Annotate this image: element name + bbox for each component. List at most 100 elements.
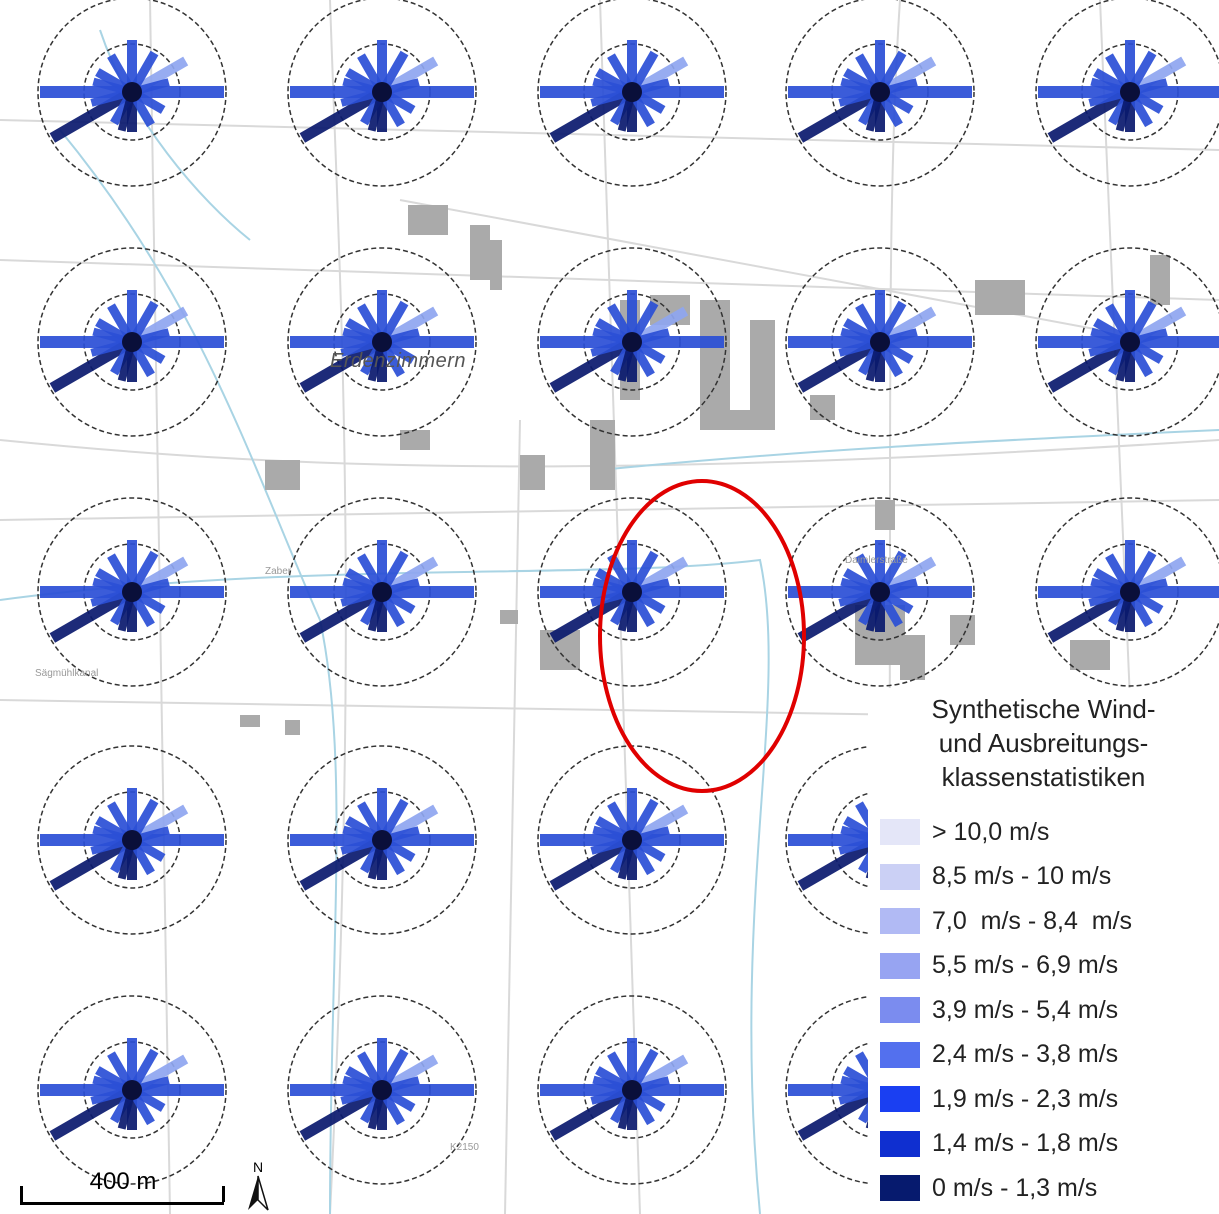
legend-swatch [880, 1041, 920, 1068]
legend-label: 5,5 m/s - 6,9 m/s [932, 951, 1119, 979]
wind-rose [37, 995, 227, 1185]
rose-outer-ring [287, 497, 477, 687]
building [715, 410, 755, 430]
rose-center [870, 582, 890, 602]
wind-rose [287, 745, 477, 935]
legend-item: 2,4 m/s - 3,8 m/s [880, 1039, 1118, 1071]
rose-outer-ring [287, 0, 477, 187]
wind-rose [1035, 0, 1219, 187]
building [500, 610, 518, 624]
legend-item: 7,0 m/s - 8,4 m/s [880, 905, 1132, 937]
legend-label: 1,9 m/s - 2,3 m/s [932, 1084, 1119, 1113]
river [599, 429, 1219, 471]
street-label-zaber: Zaber [265, 566, 292, 577]
legend-label: > 10,0 m/s [932, 817, 1050, 846]
road [0, 439, 1219, 468]
legend-swatch [880, 819, 920, 845]
rose-center [1120, 582, 1140, 602]
wind-rose [785, 247, 975, 437]
legend-item: > 10,0 m/s [880, 816, 1049, 848]
wind-rose [37, 0, 227, 187]
building [700, 300, 730, 430]
building [875, 500, 895, 530]
north-arrow-left-half [248, 1176, 258, 1210]
legend-item: 1,9 m/s - 2,3 m/s [880, 1083, 1118, 1115]
river [59, 129, 338, 1214]
street-label-daimlerstrasse: Daimlerstraße [845, 555, 908, 566]
rose-center [372, 82, 392, 102]
rose-center [622, 332, 642, 352]
building [950, 615, 975, 645]
wind-rose [287, 497, 477, 687]
legend-swatch [880, 1086, 920, 1112]
building [520, 455, 545, 490]
river [0, 558, 770, 1214]
building [265, 460, 300, 490]
rose-outer-ring [287, 995, 477, 1185]
rose-outer-ring [785, 0, 975, 187]
rose-center [122, 830, 142, 850]
legend-label: 2,4 m/s - 3,8 m/s [932, 1040, 1119, 1068]
rose-outer-ring [785, 497, 975, 687]
legend: Synthetische Wind- und Ausbreitungs- kla… [868, 688, 1219, 1214]
legend-title-line: klassenstatistiken [941, 762, 1146, 792]
rose-outer-ring [785, 247, 975, 437]
road [0, 499, 1219, 521]
rose-center [622, 82, 642, 102]
legend-swatch [880, 952, 920, 979]
scale-tick-right [222, 1186, 225, 1202]
rose-center [372, 582, 392, 602]
wind-rose [37, 745, 227, 935]
legend-title-line: und Ausbreitungs- [938, 728, 1149, 758]
street-label-saegmuehlkanal: Sägmühlkanal [35, 668, 99, 679]
rose-center [122, 82, 142, 102]
building [1150, 255, 1170, 305]
building [975, 280, 1025, 315]
legend-item: 8,5 m/s - 10 m/s [880, 861, 1111, 893]
wind-rose [37, 497, 227, 687]
scale-tick-left [20, 1186, 23, 1202]
rose-outer-ring [1035, 497, 1219, 687]
legend-item: 0 m/s - 1,3 m/s [880, 1172, 1097, 1204]
building [490, 240, 502, 290]
rose-outer-ring [537, 247, 727, 437]
scale-line [20, 1202, 224, 1205]
wind-rose [287, 995, 477, 1185]
rose-outer-ring [287, 247, 477, 437]
legend-title-line: Synthetische Wind- [931, 694, 1156, 724]
rose-center [870, 82, 890, 102]
building [285, 720, 300, 735]
legend-label: 3,9 m/s - 5,4 m/s [932, 995, 1119, 1024]
rose-outer-ring [537, 497, 727, 687]
scale-label: 400 m [89, 1168, 157, 1195]
rose-outer-ring [537, 0, 727, 187]
legend-label: 1,4 m/s - 1,8 m/s [932, 1129, 1119, 1157]
street-label-k2150: K2150 [450, 1142, 479, 1153]
legend-swatch [880, 863, 920, 890]
rose-center [622, 1080, 642, 1100]
rose-center [122, 582, 142, 602]
scale-bar: 400 m [18, 1168, 228, 1214]
rose-center [372, 1080, 392, 1100]
legend-item: 5,5 m/s - 6,9 m/s [880, 950, 1118, 982]
legend-item: 1,4 m/s - 1,8 m/s [880, 1128, 1118, 1160]
wind-roses [37, 0, 1219, 1185]
rose-outer-ring [37, 995, 227, 1185]
town-label: Erdenzimmern [330, 350, 467, 372]
rose-center [122, 332, 142, 352]
road [504, 419, 521, 1214]
building [408, 205, 448, 235]
rose-center [372, 830, 392, 850]
rose-center [622, 582, 642, 602]
north-arrow-right-half [257, 1175, 269, 1211]
wind-rose [1035, 247, 1219, 437]
wind-rose [1035, 497, 1219, 687]
building [1070, 640, 1110, 670]
wind-rose [287, 247, 477, 437]
building [400, 430, 430, 450]
rose-center [372, 332, 392, 352]
north-arrow: N [248, 1159, 269, 1211]
rose-center [622, 830, 642, 850]
rose-outer-ring [37, 497, 227, 687]
